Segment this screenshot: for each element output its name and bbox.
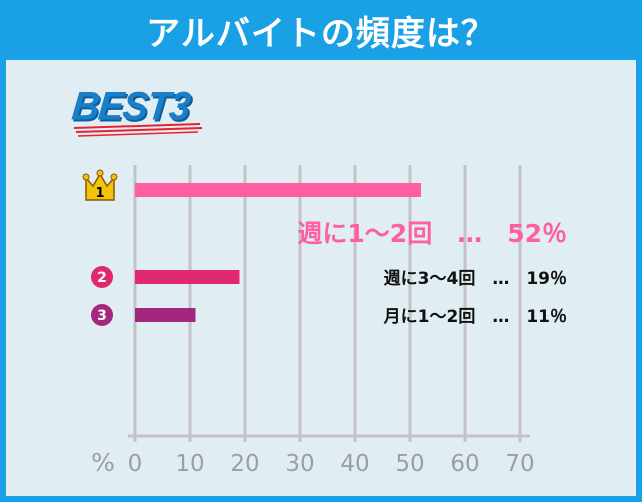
header-title: アルバイトの頻度は？	[0, 0, 642, 60]
bar-label-rank-3: 月に1～2回 … 11％	[383, 307, 567, 327]
rank-number: 3	[97, 308, 107, 324]
x-tick-label: 20	[230, 451, 259, 477]
x-tick-label: 40	[340, 451, 369, 477]
bar-labels: 週に1～2回 … 52％ 週に3～4回 … 19％ 月に1～2回 … 11％	[297, 219, 567, 327]
x-tick-label: 30	[285, 451, 314, 477]
bar-label-rank-1: 週に1～2回 … 52％	[297, 219, 567, 248]
rank-icons: 1 2 3	[82, 169, 118, 326]
bar-rank-1	[135, 183, 421, 197]
rank-number: 1	[95, 186, 104, 201]
bars	[135, 183, 421, 322]
x-tick-label: 60	[450, 451, 479, 477]
crown-icon: 1	[82, 169, 118, 201]
x-tick-label: 70	[505, 451, 534, 477]
bar-rank-2	[135, 270, 240, 284]
x-tick-label: 10	[175, 451, 204, 477]
x-tick-label: 0	[128, 451, 143, 477]
rank-2-badge: 2	[91, 266, 113, 288]
x-tick-label: 50	[395, 451, 424, 477]
gridlines	[128, 165, 530, 442]
rank-3-badge: 3	[91, 304, 113, 326]
axis-unit-label: %	[91, 448, 115, 477]
best3-underline	[73, 123, 203, 137]
bar-rank-3	[135, 308, 196, 322]
rank-number: 2	[97, 270, 107, 286]
bar-label-rank-2: 週に3～4回 … 19％	[384, 269, 567, 289]
x-axis-ticks: 0 10 20 30 40 50 60 70	[128, 451, 535, 477]
